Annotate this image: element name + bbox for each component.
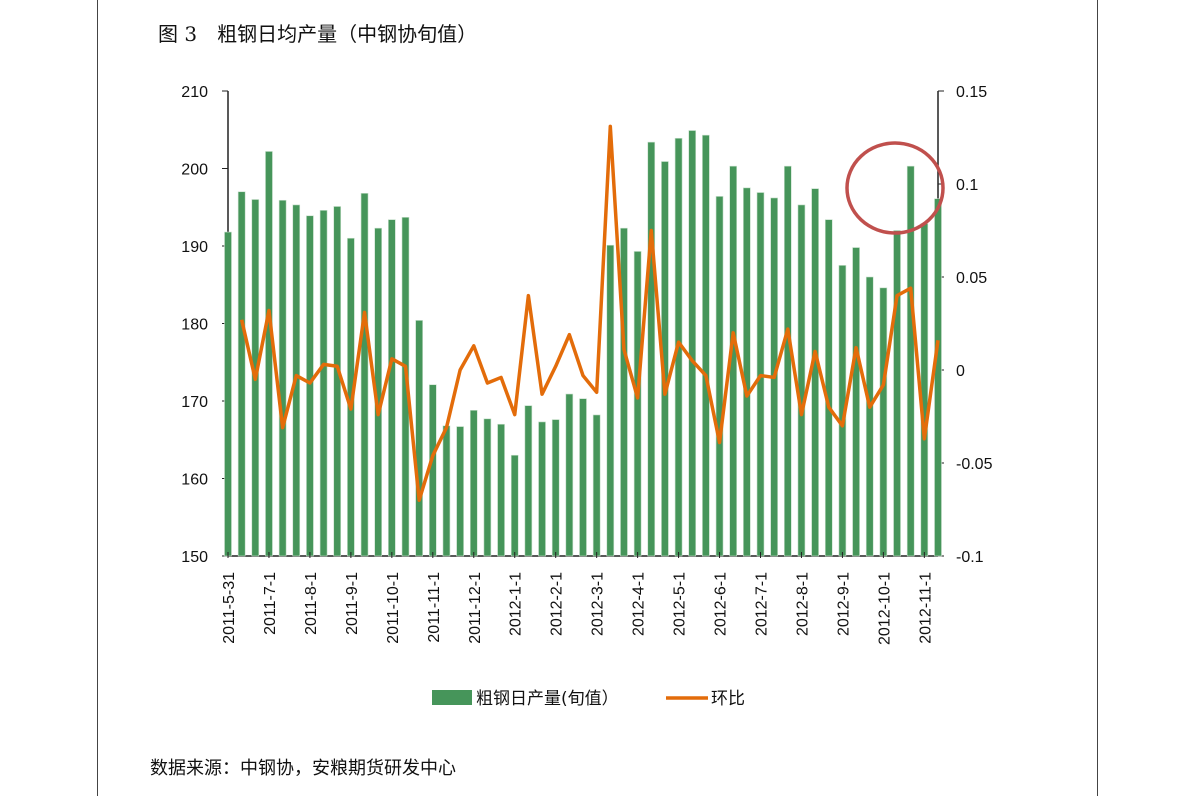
bar [524, 405, 533, 557]
legend-bar-swatch [432, 690, 472, 705]
x-tick-label: 2012-6-1 [713, 572, 730, 636]
bar [497, 423, 505, 557]
x-tick-label: 2012-7-1 [754, 572, 771, 636]
right-tick-label: 0 [956, 363, 965, 380]
bar [469, 409, 478, 557]
bar [579, 398, 587, 557]
x-tick-label: 2012-2-1 [549, 572, 566, 636]
x-tick-label: 2011-8-1 [303, 572, 320, 635]
x-tick-label: 2012-4-1 [631, 572, 648, 636]
x-tick-label: 2012-9-1 [835, 572, 852, 636]
left-tick-label: 150 [181, 549, 208, 566]
bar [865, 276, 874, 557]
bar [510, 454, 519, 557]
x-tick-label: 2012-10-1 [876, 572, 893, 645]
left-tick-label: 200 [181, 162, 208, 179]
right-tick-label: 0.05 [956, 270, 987, 287]
x-tick-label: 2012-1-1 [508, 572, 525, 636]
bar [824, 219, 833, 557]
right-tick-label: -0.1 [956, 549, 984, 566]
bar [606, 244, 615, 557]
legend-bar-label: 粗钢日产量(旬值） [476, 689, 619, 709]
x-tick-label: 2011-5-31 [221, 572, 238, 644]
x-tick-label: 2011-12-1 [467, 572, 484, 644]
x-tick-label: 2011-10-1 [385, 572, 402, 644]
bar [415, 320, 423, 557]
left-tick-label: 180 [181, 317, 208, 334]
bar [306, 215, 314, 557]
bar [715, 196, 724, 557]
page-border-left [97, 0, 98, 796]
bar [429, 384, 437, 557]
bar [906, 165, 915, 557]
right-tick-label: 0.1 [956, 177, 978, 194]
bar [360, 193, 369, 557]
left-tick-label: 190 [181, 239, 208, 256]
bar [647, 141, 656, 557]
bar [784, 165, 792, 557]
bar [237, 191, 246, 557]
source-note: 数据来源：中钢协，安粮期货研发中心 [150, 758, 456, 779]
bar [743, 187, 751, 557]
x-tick-label: 2011-11-1 [426, 572, 443, 643]
bar [811, 188, 819, 557]
right-tick-label: -0.05 [956, 456, 993, 473]
bar [633, 251, 642, 557]
bar [224, 231, 232, 557]
x-tick-label: 2011-9-1 [344, 572, 361, 635]
bar [551, 419, 560, 557]
figure-title: 图 3 粗钢日均产量（中钢协旬值） [158, 22, 478, 46]
bar [934, 198, 942, 557]
bar [538, 421, 546, 557]
bar [702, 134, 710, 557]
bar [565, 393, 574, 557]
right-tick-label: 0.15 [956, 84, 987, 101]
x-tick-label: 2012-3-1 [590, 572, 607, 636]
bar [620, 227, 628, 557]
bar [688, 130, 697, 557]
x-tick-label: 2012-5-1 [672, 572, 689, 636]
left-tick-label: 210 [181, 84, 208, 101]
ratio-line [239, 124, 940, 502]
bar [879, 287, 888, 557]
bar [265, 151, 273, 557]
bar [483, 418, 492, 557]
bar [920, 223, 929, 557]
bar [592, 414, 601, 557]
bar [456, 426, 464, 557]
bar [797, 204, 806, 557]
left-tick-label: 160 [181, 472, 208, 489]
annotation-circle [845, 141, 945, 235]
page-border-right [1097, 0, 1098, 796]
legend-line-label: 环比 [711, 689, 745, 709]
bar [333, 206, 342, 557]
bar [852, 247, 860, 557]
bar [319, 210, 328, 557]
bar [442, 425, 451, 557]
bar [278, 199, 287, 557]
x-tick-label: 2011-7-1 [262, 572, 279, 635]
x-tick-label: 2012-11-1 [917, 572, 934, 644]
left-tick-label: 170 [181, 394, 208, 411]
bar [893, 230, 901, 557]
x-tick-label: 2012-8-1 [794, 572, 811, 636]
bar [388, 219, 396, 557]
